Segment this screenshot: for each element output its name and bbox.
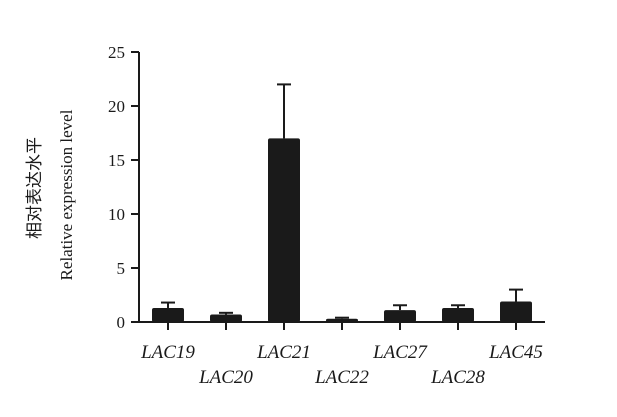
y-tick-label: 0 (117, 313, 126, 332)
bar-lac28 (442, 307, 474, 322)
axes (138, 52, 545, 323)
bar-lac20 (210, 314, 242, 322)
y-axis-label: 相对表达水平 Relative expression level (25, 109, 76, 280)
y-tick-label: 20 (108, 97, 125, 116)
bar-lac22 (326, 318, 358, 322)
x-tick-label: LAC19 (140, 342, 195, 363)
x-tick-label: LAC21 (256, 342, 311, 363)
bar-lac27 (384, 310, 416, 322)
y-axis-label-chinese: 相对表达水平 (25, 137, 44, 239)
y-ticks: 0 5 10 15 20 25 (108, 43, 139, 332)
y-tick-label: 15 (108, 151, 125, 170)
bar-lac19 (152, 307, 184, 322)
x-tick-label: LAC27 (372, 342, 428, 363)
x-tick-label: LAC22 (314, 367, 369, 388)
y-tick-label: 10 (108, 205, 125, 224)
bars (152, 83, 532, 322)
bar-lac45 (500, 301, 532, 322)
y-axis-label-english: Relative expression level (57, 109, 76, 280)
x-tick-label: LAC45 (488, 342, 543, 363)
y-tick-label: 5 (117, 259, 126, 278)
x-tick-label: LAC28 (430, 367, 485, 388)
y-tick-label: 25 (108, 43, 125, 62)
bar-lac21 (268, 138, 300, 322)
x-tick-label: LAC20 (198, 367, 253, 388)
